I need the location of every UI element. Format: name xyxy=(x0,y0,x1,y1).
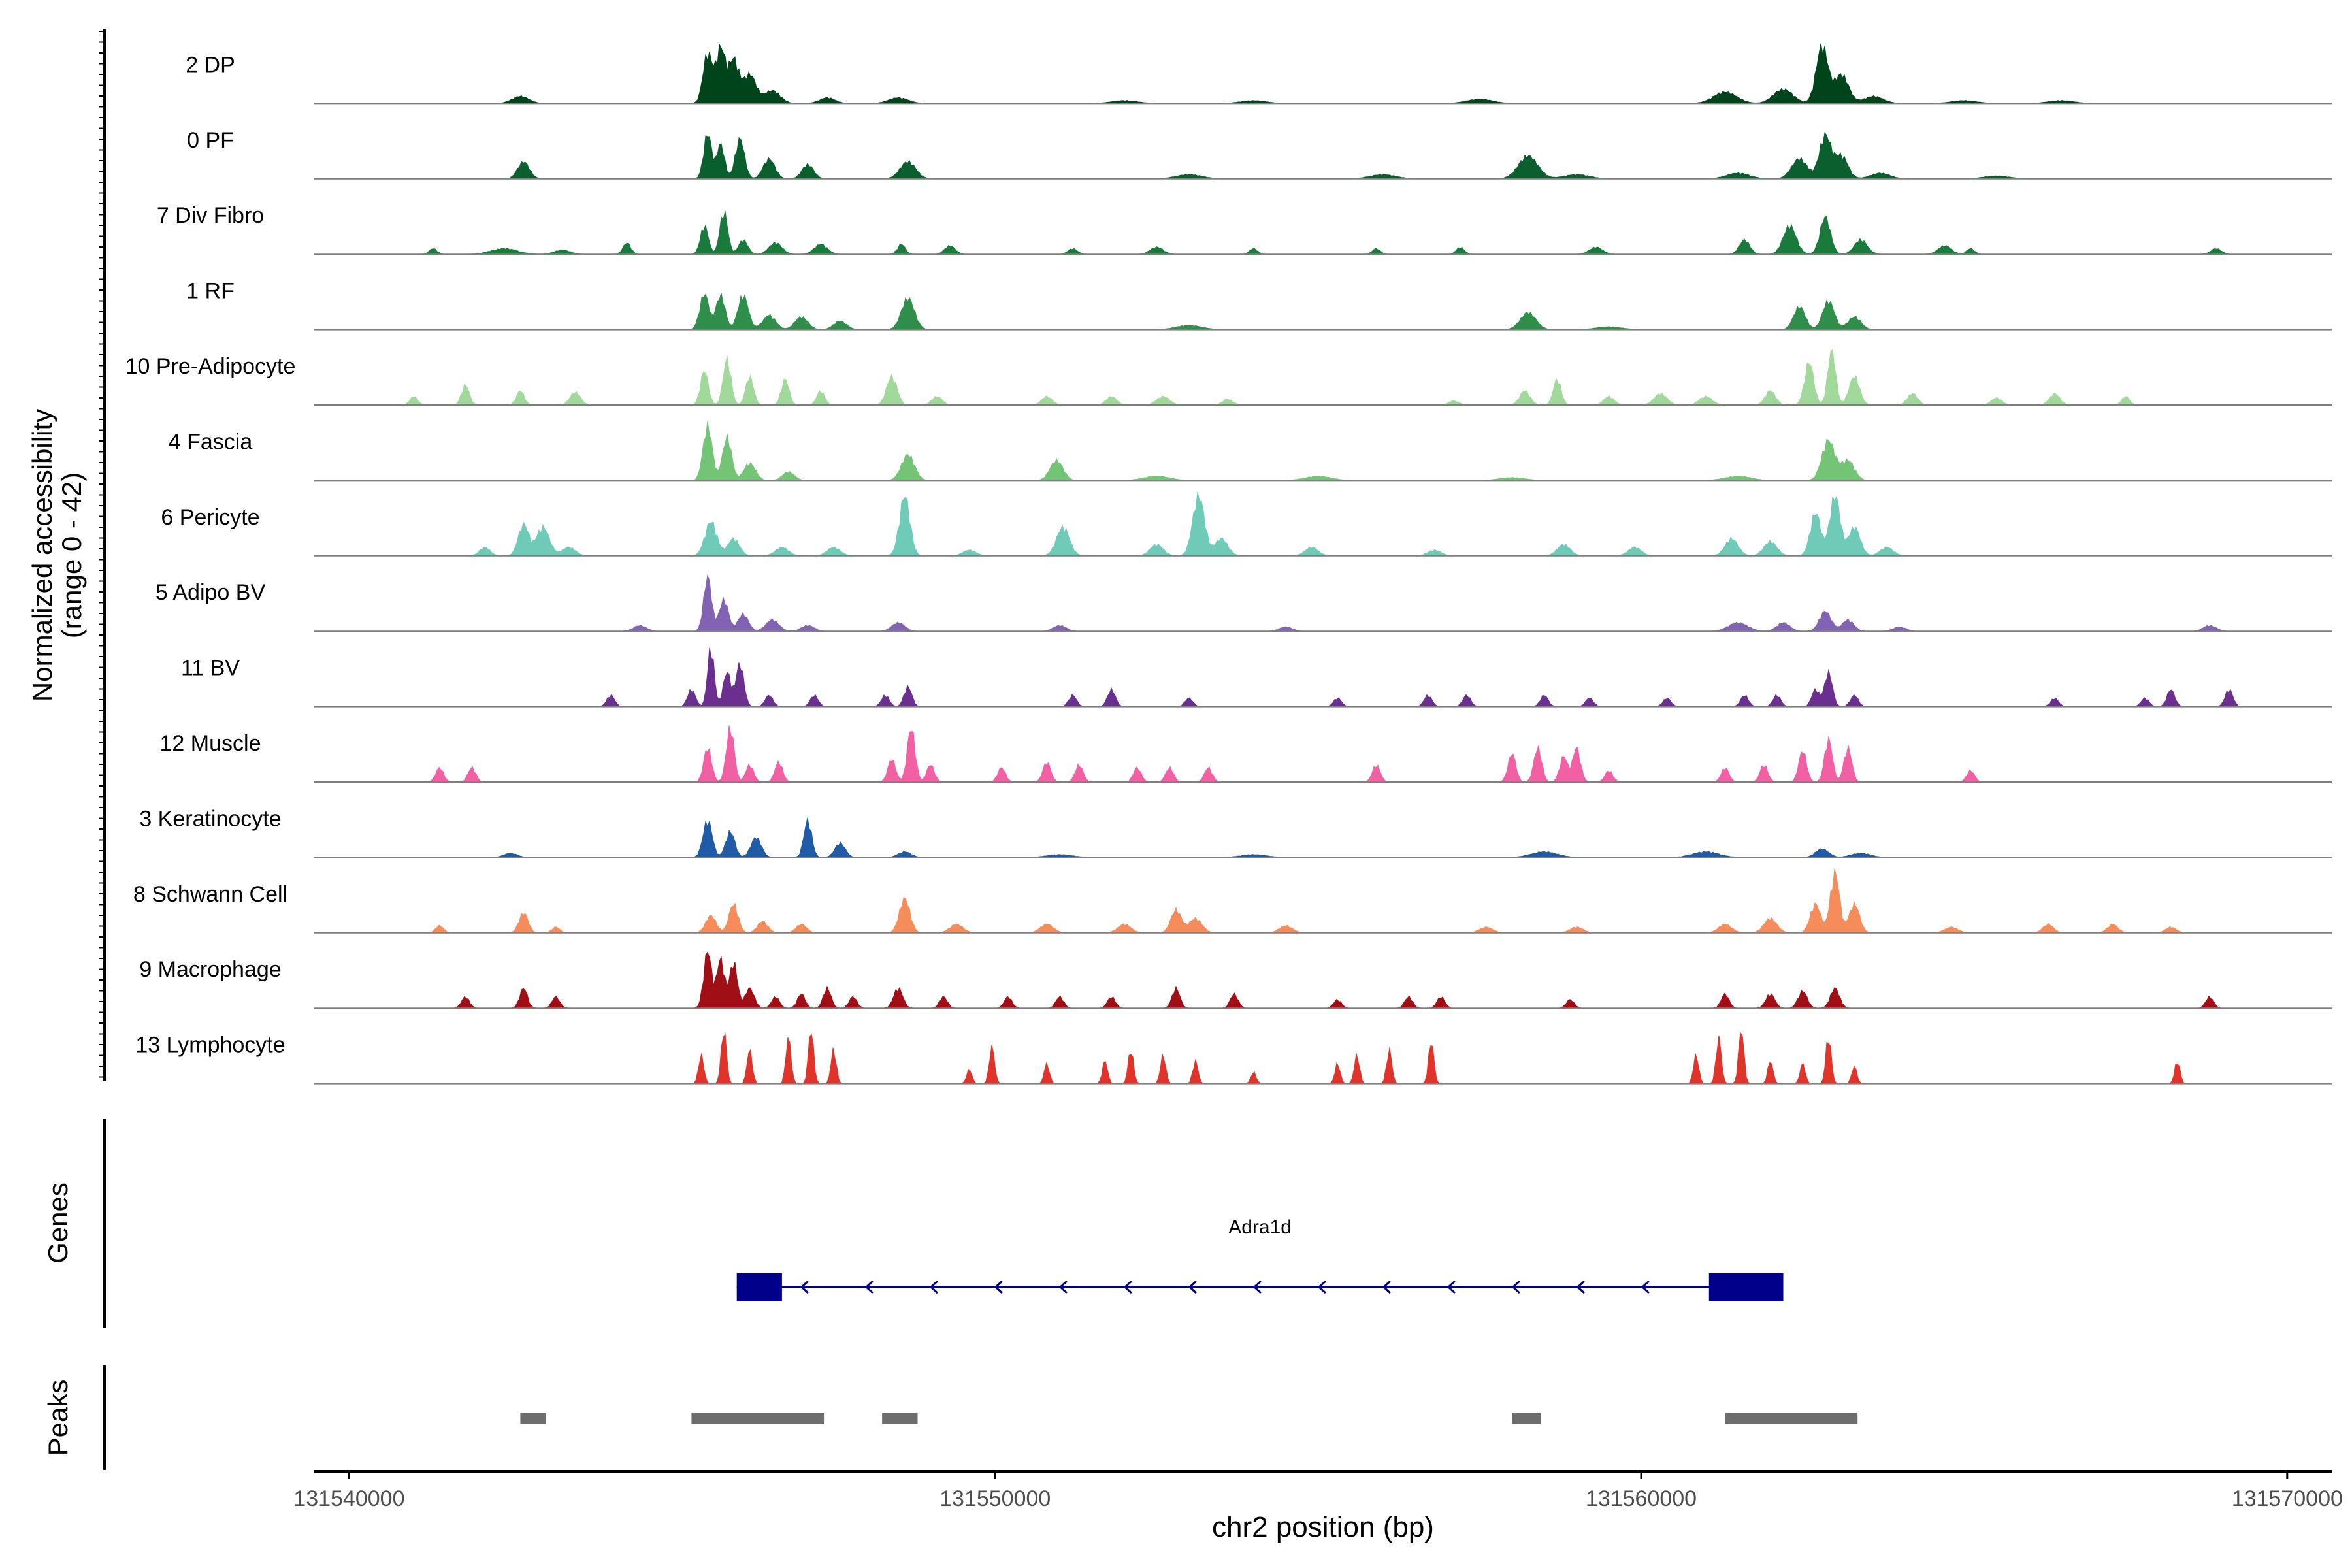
track-0-pf: 0 PF xyxy=(187,128,2332,180)
peak-region-2 xyxy=(691,1413,825,1424)
track-label-5-adipo-bv: 5 Adipo BV xyxy=(155,580,266,605)
track-coverage-12-muscle xyxy=(314,725,2332,783)
track-coverage-1-rf xyxy=(314,292,2332,331)
track-coverage-9-macrophage xyxy=(314,951,2332,1009)
x-tick-label: 131560000 xyxy=(1586,1486,1697,1511)
track-7-div-fibro: 7 Div Fibro xyxy=(157,203,2332,255)
peak-region-5 xyxy=(1725,1413,1858,1424)
track-coverage-10-pre-adipocyte xyxy=(314,348,2332,406)
gene-strand-arrow xyxy=(1252,1280,1262,1294)
x-tick-label: 131570000 xyxy=(2232,1486,2343,1511)
track-label-7-div-fibro: 7 Div Fibro xyxy=(157,203,264,228)
track-label-1-rf: 1 RF xyxy=(186,279,235,304)
x-axis: 131540000 131550000 131560000 131570000 xyxy=(293,1470,2343,1511)
gene-strand-arrow xyxy=(1188,1280,1197,1294)
track-coverage-5-adipo-bv xyxy=(314,574,2332,632)
gene-strand-arrow xyxy=(1641,1280,1650,1294)
track-coverage-13-lymphocyte xyxy=(314,1032,2332,1085)
x-tick-label: 131550000 xyxy=(939,1486,1051,1511)
track-coverage-3-keratinocyte xyxy=(314,817,2332,858)
peak-region-4 xyxy=(1512,1413,1541,1424)
peak-region-3 xyxy=(882,1413,918,1424)
track-coverage-6-pericyte xyxy=(314,491,2332,557)
track-coverage-0-pf xyxy=(314,132,2332,180)
track-6-pericyte: 6 Pericyte xyxy=(161,491,2332,557)
y-axis-label-line1: Normalized accessibility xyxy=(27,409,57,702)
peaks-axis-label: Peaks xyxy=(42,1380,73,1456)
track-coverage-8-schwann-cell xyxy=(314,868,2332,934)
track-label-2-dp: 2 DP xyxy=(186,52,235,77)
track-label-0-pf: 0 PF xyxy=(187,128,234,153)
track-1-rf: 1 RF xyxy=(186,279,2332,331)
gene-strand-arrow xyxy=(1123,1280,1132,1294)
gene-track xyxy=(736,1273,1784,1301)
coverage-tracks: 2 DP 0 PF 7 Div Fibro 1 RF 10 Pre-Adipocyte 4… xyxy=(125,43,2332,1085)
gene-strand-arrow xyxy=(1058,1280,1068,1294)
track-8-schwann-cell: 8 Schwann Cell xyxy=(133,868,2332,934)
x-axis-label: chr2 position (bp) xyxy=(1212,1511,1434,1543)
track-label-6-pericyte: 6 Pericyte xyxy=(161,505,259,530)
track-11-bv: 11 BV xyxy=(181,647,2332,708)
peak-region-1 xyxy=(520,1413,546,1424)
track-3-keratinocyte: 3 Keratinocyte xyxy=(139,806,2332,858)
track-9-macrophage: 9 Macrophage xyxy=(139,951,2332,1009)
track-label-9-macrophage: 9 Macrophage xyxy=(139,957,281,982)
track-2-dp: 2 DP xyxy=(186,43,2332,105)
track-label-11-bv: 11 BV xyxy=(181,656,240,681)
peaks-track xyxy=(520,1413,1858,1424)
gene-strand-arrow xyxy=(929,1280,938,1294)
track-coverage-4-fascia xyxy=(314,421,2332,481)
y-axis-label-line2: (range 0 - 42) xyxy=(56,472,87,638)
gene-strand-arrow xyxy=(1317,1280,1326,1294)
gene-strand-arrow xyxy=(994,1280,1003,1294)
track-13-lymphocyte: 13 Lymphocyte xyxy=(135,1032,2332,1085)
track-label-10-pre-adipocyte: 10 Pre-Adipocyte xyxy=(125,354,296,379)
track-12-muscle: 12 Muscle xyxy=(160,725,2332,783)
track-coverage-2-dp xyxy=(314,43,2332,104)
gene-strand-arrow xyxy=(1446,1280,1456,1294)
track-label-3-keratinocyte: 3 Keratinocyte xyxy=(139,806,281,831)
coverage-y-ticks xyxy=(99,31,105,1078)
track-10-pre-adipocyte: 10 Pre-Adipocyte xyxy=(125,348,2332,406)
gene-exon-2 xyxy=(1708,1273,1784,1301)
track-4-fascia: 4 Fascia xyxy=(169,421,2332,482)
track-label-4-fascia: 4 Fascia xyxy=(169,429,253,454)
gene-strand-arrow xyxy=(1576,1280,1585,1294)
gene-name-label: Adra1d xyxy=(1228,1217,1292,1238)
gene-strand-arrow xyxy=(864,1280,874,1294)
gene-exon-1 xyxy=(736,1273,782,1301)
track-label-8-schwann-cell: 8 Schwann Cell xyxy=(133,882,287,907)
x-tick-label: 131540000 xyxy=(293,1486,404,1511)
genes-axis-label: Genes xyxy=(42,1183,73,1264)
gene-strand-arrow xyxy=(1382,1280,1391,1294)
track-label-12-muscle: 12 Muscle xyxy=(160,731,261,756)
track-5-adipo-bv: 5 Adipo BV xyxy=(155,574,2332,632)
track-coverage-7-div-fibro xyxy=(314,210,2332,255)
coverage-y-axis xyxy=(99,29,106,1081)
gene-strand-arrow xyxy=(800,1280,809,1294)
track-coverage-11-bv xyxy=(314,647,2332,708)
gene-strand-arrow xyxy=(1511,1280,1520,1294)
track-label-13-lymphocyte: 13 Lymphocyte xyxy=(135,1033,285,1058)
